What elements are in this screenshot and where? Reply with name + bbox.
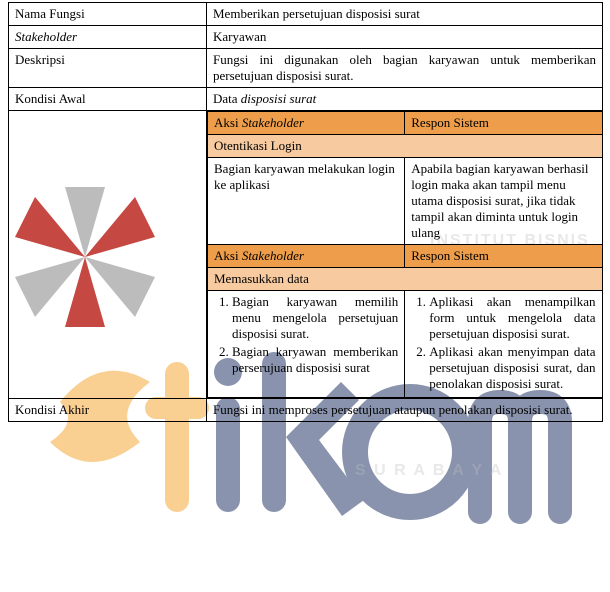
label-kondisi-akhir: Kondisi Akhir bbox=[9, 399, 207, 422]
s2-aksi-1: Bagian karyawan memilih menu mengelola p… bbox=[232, 294, 398, 342]
kondisi-awal-italic: disposisi surat bbox=[241, 91, 317, 106]
value-deskripsi: Fungsi ini digunakan oleh bagian karyawa… bbox=[207, 49, 603, 88]
inner-table: Aksi Stakeholder Respon Sistem Otentikas… bbox=[207, 111, 603, 398]
s1-respon: Apabila bagian karyawan berhasil login m… bbox=[405, 158, 602, 245]
s1-aksi: Bagian karyawan melakukan login ke aplik… bbox=[208, 158, 405, 245]
nested-table-cell: Aksi Stakeholder Respon Sistem Otentikas… bbox=[207, 111, 603, 399]
kondisi-awal-prefix: Data bbox=[213, 91, 241, 106]
value-stakeholder: Karyawan bbox=[207, 26, 603, 49]
section-otentikasi: Otentikasi Login bbox=[208, 135, 603, 158]
inner-hdr-aksi-2: Aksi Stakeholder bbox=[208, 245, 405, 268]
label-deskripsi: Deskripsi bbox=[9, 49, 207, 88]
empty-left-cell bbox=[9, 111, 207, 399]
label-kondisi-awal: Kondisi Awal bbox=[9, 88, 207, 111]
hdr-aksi-italic: Stakeholder bbox=[242, 115, 304, 130]
s2-respon: Aplikasi akan menampilkan form untuk men… bbox=[405, 291, 602, 398]
value-kondisi-akhir: Fungsi ini memproses persetujuan ataupun… bbox=[207, 399, 603, 422]
s2-respon-1: Aplikasi akan menampilkan form untuk men… bbox=[429, 294, 595, 342]
wm-line3: S U R A B A Y A bbox=[355, 462, 503, 480]
inner-hdr-respon-1: Respon Sistem bbox=[405, 112, 602, 135]
hdr-aksi-italic-2: Stakeholder bbox=[242, 248, 304, 263]
inner-hdr-aksi-1: Aksi Stakeholder bbox=[208, 112, 405, 135]
value-kondisi-awal: Data disposisi surat bbox=[207, 88, 603, 111]
s2-respon-2: Aplikasi akan menyimpan data persetujuan… bbox=[429, 344, 595, 392]
section-memasukkan: Memasukkan data bbox=[208, 268, 603, 291]
inner-hdr-respon-2: Respon Sistem bbox=[405, 245, 602, 268]
s2-aksi-2: Bagian karyawan memberikan perserujuan d… bbox=[232, 344, 398, 376]
label-stakeholder: Stakeholder bbox=[9, 26, 207, 49]
hdr-aksi-prefix-2: Aksi bbox=[214, 248, 242, 263]
value-nama-fungsi: Memberikan persetujuan disposisi surat bbox=[207, 3, 603, 26]
label-nama-fungsi: Nama Fungsi bbox=[9, 3, 207, 26]
s2-aksi: Bagian karyawan memilih menu mengelola p… bbox=[208, 291, 405, 398]
hdr-aksi-prefix: Aksi bbox=[214, 115, 242, 130]
spec-table: Nama Fungsi Memberikan persetujuan dispo… bbox=[8, 2, 603, 422]
